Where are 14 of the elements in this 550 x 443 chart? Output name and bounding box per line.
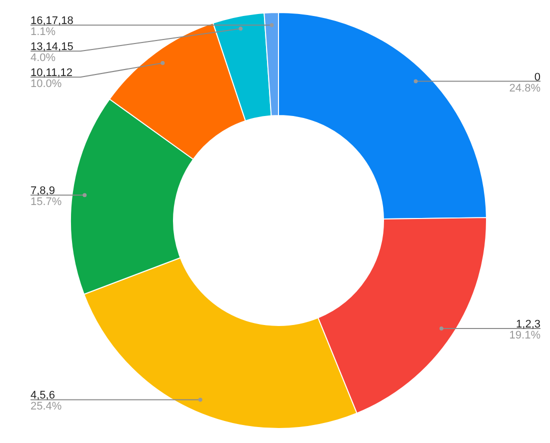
- data-label: 19.1%: [509, 330, 541, 342]
- data-label: 24.8%: [509, 82, 541, 94]
- data-label: 25.4%: [30, 400, 62, 413]
- data-label: 10.0%: [30, 78, 62, 90]
- data-label: 15.7%: [30, 196, 62, 208]
- slice-label: 13,14,15: [30, 41, 74, 54]
- data-label: 4.0%: [30, 52, 56, 64]
- slice-label: 4,5,6: [30, 390, 55, 402]
- slice-label: 16,17,18: [30, 15, 74, 28]
- slice-label: 7,8,9: [30, 185, 55, 198]
- data-label: 1.1%: [30, 26, 56, 38]
- slice-label: 0: [534, 71, 541, 84]
- slice-label: 1,2,3: [516, 318, 541, 331]
- slice-label: 10,11,12: [30, 67, 73, 80]
